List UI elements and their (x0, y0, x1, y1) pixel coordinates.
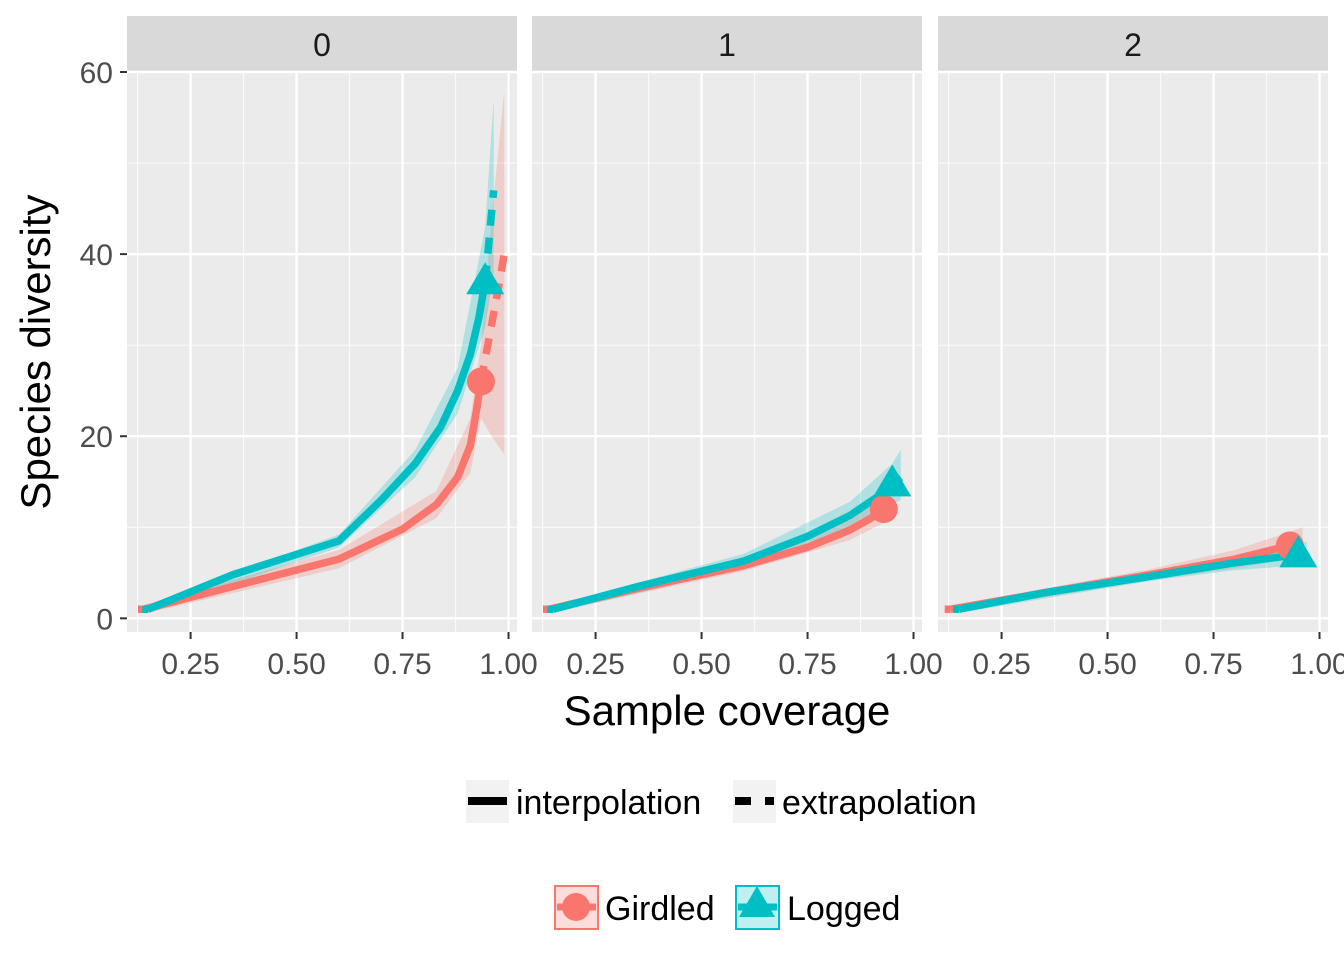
observed-point-girdled (466, 367, 495, 396)
interpolation-line-logged (958, 550, 1299, 613)
y-axis-title: Species diversity (12, 194, 59, 509)
facet-strip (938, 16, 1328, 72)
y-tick-label: 60 (80, 57, 113, 90)
interpolation-line-girdled (143, 381, 485, 613)
extrapolation-line-girdled (477, 253, 508, 383)
x-tick-label: 1.00 (1290, 648, 1344, 681)
x-tick-label: 0.50 (267, 648, 325, 681)
facet-strip-label: 1 (718, 27, 736, 63)
x-tick-label: 0.75 (778, 648, 836, 681)
facet-strip (532, 16, 922, 72)
group-legend: Girdled Logged (554, 885, 900, 930)
ci-band-logged (148, 99, 494, 613)
observed-point-logged (466, 262, 505, 295)
legend-label-interpolation: interpolation (516, 784, 701, 822)
facet-strip-label: 2 (1124, 27, 1142, 63)
x-tick-label: 0.25 (161, 648, 219, 681)
y-tick-label: 40 (80, 239, 113, 272)
interpolation-line-logged (146, 280, 489, 613)
legend-marker-logged (739, 886, 775, 917)
x-tick-label: 0.50 (672, 648, 730, 681)
facet-panel-2: 2 0.25 0.50 0.75 1.00 (938, 16, 1344, 681)
facets-layer: 0 0.25 0.50 0.75 1.00 0 20 40 60 1 0.25 0.50 0.75 1.0… (80, 16, 1344, 681)
observed-point-girdled (869, 495, 898, 524)
facet-strip (127, 16, 517, 72)
legend-label-extrapolation: extrapolation (782, 784, 977, 822)
facet-panel-0: 0 0.25 0.50 0.75 1.00 0 20 40 60 (80, 16, 538, 681)
x-tick-label: 0.50 (1078, 648, 1136, 681)
y-tick-label: 20 (80, 421, 113, 454)
linetype-legend: interpolation extrapolation (466, 780, 977, 823)
x-tick-label: 0.75 (373, 648, 431, 681)
observed-point-logged (1279, 535, 1318, 568)
x-axis-title: Sample coverage (564, 687, 891, 734)
x-tick-label: 0.25 (566, 648, 624, 681)
legend-label-girdled: Girdled (605, 890, 715, 928)
x-tick-label: 1.00 (479, 648, 537, 681)
x-tick-label: 0.75 (1184, 648, 1242, 681)
panel-background (127, 72, 517, 632)
x-tick-label: 1.00 (884, 648, 942, 681)
legend-marker-girdled (562, 893, 590, 921)
panel-background (532, 72, 922, 632)
x-tick-label: 0.25 (972, 648, 1030, 681)
y-tick-label: 0 (96, 603, 113, 636)
panel-background (938, 72, 1328, 632)
facet-strip-label: 0 (313, 27, 331, 63)
facet-panel-1: 1 0.25 0.50 0.75 1.00 (532, 16, 943, 681)
observed-point-logged (873, 464, 912, 497)
legend-label-logged: Logged (787, 890, 900, 928)
